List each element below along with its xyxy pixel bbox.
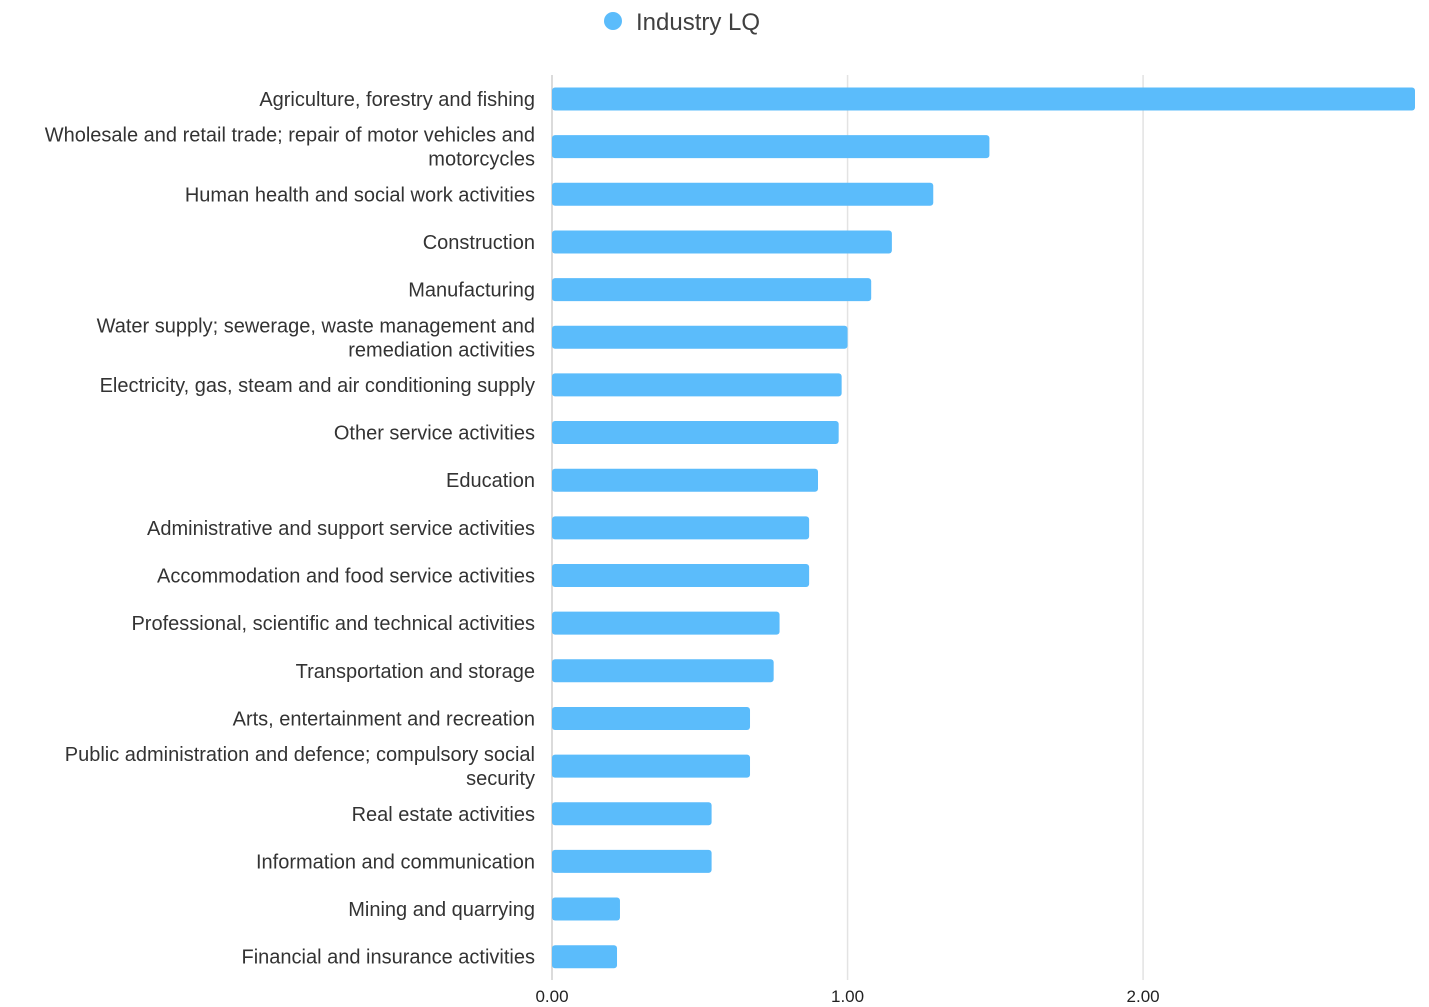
x-tick-labels: 0.00 1.00 2.00	[535, 987, 1159, 1006]
legend-label: Industry LQ	[636, 9, 760, 36]
category-label: Accommodation and food service activitie…	[157, 566, 535, 588]
bar	[552, 611, 780, 635]
bars	[552, 87, 1415, 969]
category-label: Wholesale and retail trade; repair of mo…	[45, 125, 535, 147]
bar	[552, 564, 810, 587]
bar	[552, 897, 620, 921]
category-label: Public administration and defence; compu…	[65, 744, 535, 766]
bar	[552, 706, 751, 730]
category-label: Arts, entertainment and recreation	[233, 708, 535, 730]
category-label: Water supply; sewerage, waste management…	[97, 315, 535, 337]
bar	[552, 325, 848, 349]
category-label: security	[466, 768, 535, 790]
category-label: Administrative and support service activ…	[147, 518, 535, 540]
category-label: Other service activities	[334, 423, 535, 445]
category-label: Construction	[423, 232, 535, 254]
category-label: Agriculture, forestry and fishing	[259, 89, 535, 111]
x-tick-label: 1.00	[831, 987, 864, 1006]
legend-swatch	[604, 12, 622, 30]
bar	[552, 421, 839, 445]
bar	[552, 373, 842, 397]
x-tick-label: 0.00	[535, 987, 568, 1006]
bar	[552, 945, 618, 969]
bar	[552, 278, 872, 302]
category-label: Transportation and storage	[296, 661, 535, 683]
bar	[552, 135, 990, 159]
category-label: Information and communication	[256, 851, 535, 873]
category-label: Electricity, gas, steam and air conditio…	[100, 375, 535, 397]
bar	[552, 230, 892, 254]
bar	[552, 849, 712, 873]
x-tick-label: 2.00	[1127, 987, 1160, 1006]
category-label: Manufacturing	[408, 280, 535, 302]
category-label: Financial and insurance activities	[242, 947, 536, 969]
category-label: motorcycles	[428, 149, 535, 171]
bar	[552, 516, 810, 540]
category-label: Professional, scientific and technical a…	[131, 613, 535, 635]
category-label: Real estate activities	[352, 804, 535, 826]
bar	[552, 468, 818, 492]
category-label: Human health and social work activities	[185, 184, 535, 206]
legend: Industry LQ	[604, 9, 760, 36]
category-label: Mining and quarrying	[348, 899, 535, 921]
bar	[552, 802, 712, 826]
category-label: remediation activities	[348, 339, 535, 361]
category-label: Education	[446, 470, 535, 492]
category-labels: Agriculture, forestry and fishing Wholesa…	[45, 89, 535, 969]
bar	[552, 87, 1415, 111]
bar	[552, 659, 774, 683]
bar	[552, 754, 751, 778]
bar	[552, 182, 934, 206]
